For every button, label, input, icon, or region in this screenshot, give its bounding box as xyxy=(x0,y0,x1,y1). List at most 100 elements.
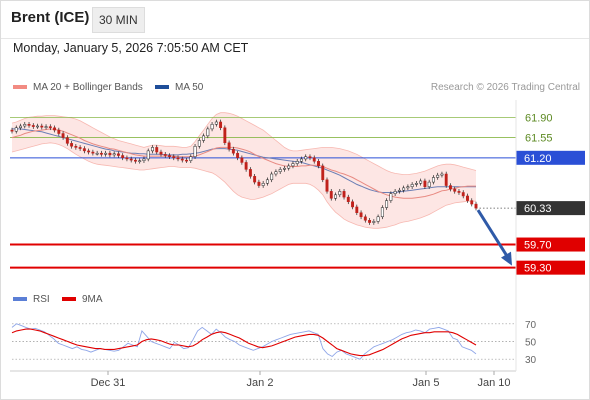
last-price-tag-label: 60.33 xyxy=(524,203,552,215)
candle-body xyxy=(346,196,350,202)
candle-body xyxy=(87,150,91,153)
rsi-tick-label: 50 xyxy=(525,338,537,349)
candle-body xyxy=(168,155,171,157)
candle-body xyxy=(474,203,478,209)
candle-body xyxy=(214,121,218,125)
resistance-label: 61.55 xyxy=(525,133,553,145)
candle-body xyxy=(380,207,384,218)
bb-legend-swatch xyxy=(13,85,27,89)
candle-body xyxy=(95,152,99,155)
candle-body xyxy=(372,221,376,223)
candle-body xyxy=(138,160,142,162)
candle-body xyxy=(19,125,22,128)
candle-body xyxy=(329,191,333,199)
candle-body xyxy=(270,173,274,181)
candle-body xyxy=(31,125,35,127)
candle-body xyxy=(163,154,167,156)
candle-body xyxy=(321,165,325,181)
time-tick-label: Jan 5 xyxy=(413,377,440,389)
rsi-panel: 70 50 30 xyxy=(11,320,537,366)
candle-body xyxy=(44,126,48,128)
candle-body xyxy=(155,147,159,153)
candle-body xyxy=(48,126,52,128)
candle-body xyxy=(82,148,86,152)
forecast-arrow-shaft xyxy=(476,209,510,259)
candle-body xyxy=(359,212,363,218)
candle-body xyxy=(36,125,39,128)
candle-body xyxy=(23,124,27,127)
candle-body xyxy=(308,156,312,159)
candle-body xyxy=(172,156,176,159)
candle-body xyxy=(189,156,193,161)
candle-body xyxy=(457,191,461,193)
chart-legend: MA 20 + Bollinger Bands MA 50 Research ©… xyxy=(13,82,580,93)
candle-body xyxy=(125,157,129,160)
support-tag xyxy=(516,237,585,252)
support-tag-label: 59.70 xyxy=(524,240,552,252)
pivot-tag-label: 61.20 xyxy=(524,153,552,165)
candle-body xyxy=(355,206,359,213)
candle-body xyxy=(231,148,235,154)
ma50-legend-swatch xyxy=(155,85,169,89)
candle-body xyxy=(397,189,401,192)
time-tick-label: Jan 10 xyxy=(477,377,510,389)
time-axis: Dec 31 Jan 2 Jan 5 Jan 10 xyxy=(10,100,517,389)
candle-body xyxy=(440,173,444,176)
candle-body xyxy=(406,186,410,189)
instrument-name: Brent (ICE) xyxy=(11,9,90,26)
candle-body xyxy=(431,177,435,183)
candle-body xyxy=(317,161,320,167)
candle-body xyxy=(389,193,393,201)
moving-average-layer xyxy=(11,128,476,199)
bollinger-band-layer xyxy=(11,112,477,229)
candle-body xyxy=(121,155,125,159)
candle-body xyxy=(257,181,261,186)
levels-layer: 61.90 61.55 61.20 60.33 59.70 59.30 xyxy=(10,112,585,275)
rsi-legend-label: RSI xyxy=(33,294,50,305)
candle-body xyxy=(427,181,431,187)
candle-body xyxy=(133,159,137,162)
candle-body xyxy=(444,173,448,186)
candle-body xyxy=(436,174,440,178)
candle-body xyxy=(223,127,227,144)
support-tag-label: 59.30 xyxy=(524,263,552,275)
candle-body xyxy=(206,128,210,137)
candle-body xyxy=(151,147,154,152)
candle-body xyxy=(338,191,342,196)
candle-body xyxy=(325,179,329,192)
rsi-legend: RSI 9MA xyxy=(13,294,103,305)
candle-body xyxy=(368,220,372,223)
bollinger-band-area xyxy=(12,112,476,229)
candle-body xyxy=(363,216,367,221)
candle-body xyxy=(376,216,380,222)
timeframe-badge[interactable]: 30 MIN xyxy=(92,7,145,33)
bb-lower-line xyxy=(11,142,476,229)
candle-body xyxy=(240,157,244,163)
candle-body xyxy=(402,187,406,191)
candle-body xyxy=(304,156,308,160)
candle-body xyxy=(244,162,248,170)
candles-layer xyxy=(10,119,478,225)
ma50-line xyxy=(12,128,476,193)
candle-body xyxy=(108,152,112,156)
candle-body xyxy=(57,129,61,134)
time-tick-label: Jan 2 xyxy=(247,377,274,389)
last-price-tag xyxy=(516,201,585,216)
candle-body xyxy=(312,157,316,162)
candle-body xyxy=(202,135,206,141)
candle-body xyxy=(393,191,397,194)
candle-body xyxy=(159,151,163,155)
candle-body xyxy=(112,153,116,156)
candle-body xyxy=(414,183,418,185)
rsi-legend-swatch xyxy=(13,297,27,301)
candle-body xyxy=(453,188,457,192)
candle-body xyxy=(278,169,282,172)
pivot-tag xyxy=(516,150,585,165)
datetime-label: Monday, January 5, 2026 7:05:50 AM CET xyxy=(13,41,249,55)
candle-body xyxy=(342,191,346,198)
candle-body xyxy=(334,194,337,199)
header-bar: Brent (ICE) 30 MIN xyxy=(0,0,590,39)
rsi-ma9-line xyxy=(11,328,477,357)
ma9-legend-swatch xyxy=(62,297,76,301)
